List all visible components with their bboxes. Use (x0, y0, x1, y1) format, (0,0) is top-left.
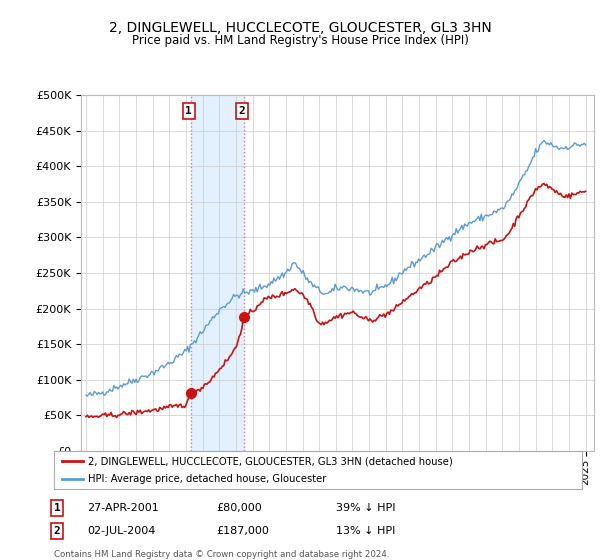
Text: 02-JUL-2004: 02-JUL-2004 (87, 526, 155, 536)
Text: 1: 1 (53, 503, 61, 513)
Bar (191, 95, 244, 451)
Text: Price paid vs. HM Land Registry's House Price Index (HPI): Price paid vs. HM Land Registry's House … (131, 34, 469, 46)
Text: Contains HM Land Registry data © Crown copyright and database right 2024.
This d: Contains HM Land Registry data © Crown c… (54, 550, 389, 560)
Text: 39% ↓ HPI: 39% ↓ HPI (336, 503, 395, 513)
Text: 2: 2 (53, 526, 61, 536)
Text: 2, DINGLEWELL, HUCCLECOTE, GLOUCESTER, GL3 3HN (detached house): 2, DINGLEWELL, HUCCLECOTE, GLOUCESTER, G… (88, 456, 453, 466)
Text: 1: 1 (185, 106, 192, 116)
Text: 2: 2 (238, 106, 245, 116)
Text: £80,000: £80,000 (216, 503, 262, 513)
Text: £187,000: £187,000 (216, 526, 269, 536)
Text: 27-APR-2001: 27-APR-2001 (87, 503, 159, 513)
Text: HPI: Average price, detached house, Gloucester: HPI: Average price, detached house, Glou… (88, 474, 326, 484)
Text: 2, DINGLEWELL, HUCCLECOTE, GLOUCESTER, GL3 3HN: 2, DINGLEWELL, HUCCLECOTE, GLOUCESTER, G… (109, 21, 491, 35)
Text: 13% ↓ HPI: 13% ↓ HPI (336, 526, 395, 536)
